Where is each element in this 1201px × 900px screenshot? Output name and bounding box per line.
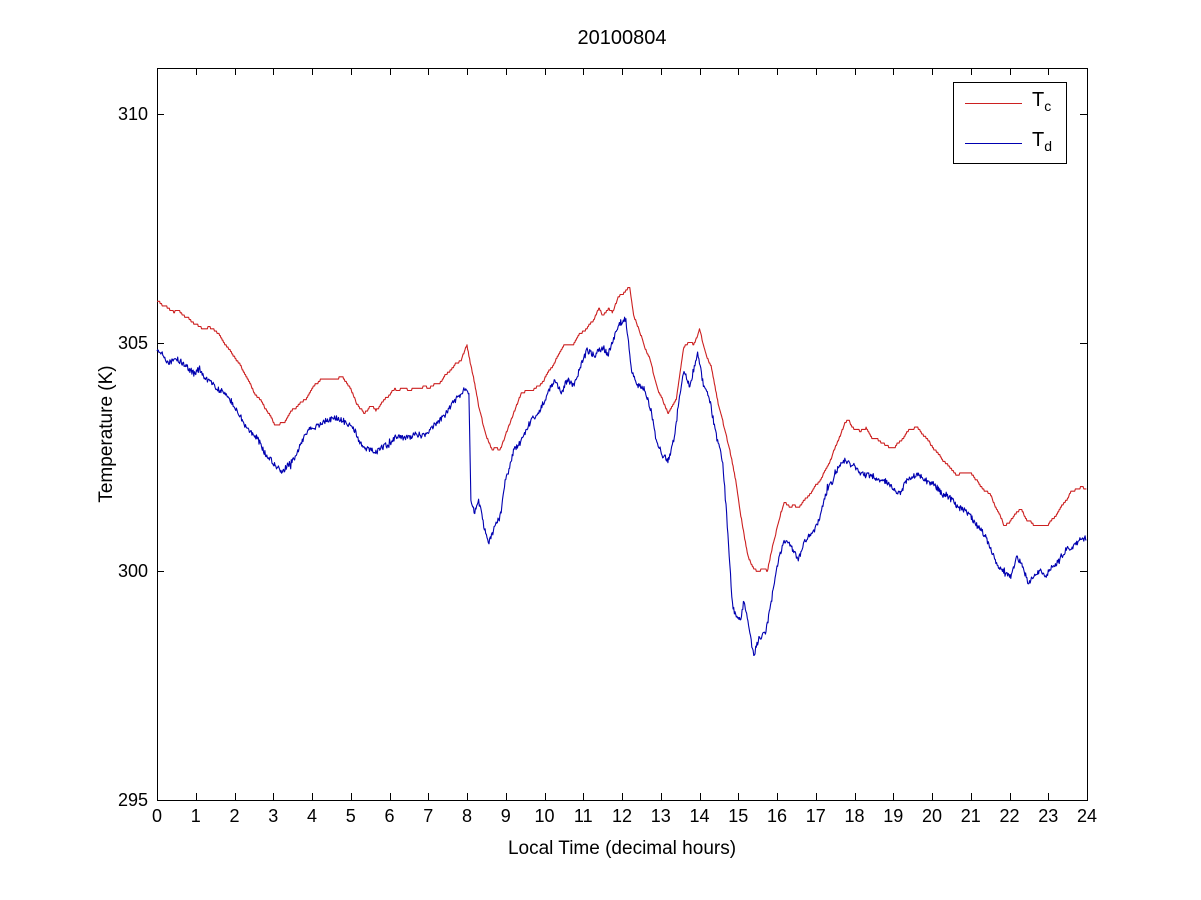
x-tick-label: 16 — [766, 806, 788, 826]
legend: Tc Td — [953, 82, 1067, 164]
x-tick-label: 19 — [883, 806, 904, 826]
x-tick-label: 10 — [534, 806, 555, 826]
legend-entry-tc: Tc — [954, 83, 1066, 123]
legend-label-td: Td — [1032, 129, 1053, 154]
x-tick-label: 15 — [728, 806, 749, 826]
x-tick-label: 14 — [689, 806, 710, 826]
y-tick-label: 305 — [117, 332, 148, 353]
x-tick-label: 7 — [423, 806, 434, 826]
x-tick-label: 24 — [1076, 806, 1098, 826]
x-tick-label: 8 — [461, 806, 472, 826]
y-tick-label: 295 — [117, 790, 148, 810]
legend-entry-td: Td — [954, 123, 1066, 163]
y-tick-label: 310 — [117, 103, 148, 124]
x-tick-label: 6 — [384, 806, 395, 826]
x-tick-label: 22 — [999, 806, 1020, 826]
x-tick-label: 11 — [573, 806, 593, 826]
x-tick-label: 13 — [650, 806, 671, 826]
x-tick-label: 18 — [844, 806, 865, 826]
x-tick-label: 5 — [345, 806, 356, 826]
legend-line-sample-tc — [965, 102, 1022, 104]
x-axis-label: Local Time (decimal hours) — [507, 838, 737, 859]
x-tick-label: 3 — [268, 806, 279, 826]
series-line-tc — [157, 287, 1087, 572]
x-tick-label: 23 — [1038, 806, 1059, 826]
x-tick-label: 2 — [229, 806, 240, 826]
axes-box — [157, 68, 1088, 801]
legend-line-sample-td — [965, 142, 1022, 144]
chart-title: 20100804 — [577, 27, 667, 49]
y-tick-label: 300 — [117, 561, 148, 582]
x-tick-label: 1 — [190, 806, 201, 826]
x-tick-label: 9 — [500, 806, 511, 826]
x-tick-label: 21 — [960, 806, 981, 826]
x-tick-label: 4 — [306, 806, 317, 826]
x-tick-label: 20 — [921, 806, 943, 826]
x-tick-label: 12 — [611, 806, 633, 826]
x-tick-label: 17 — [805, 806, 826, 826]
series-line-td — [156, 316, 1087, 657]
legend-label-tc: Tc — [1032, 89, 1052, 114]
x-tick-label: 0 — [151, 806, 162, 826]
